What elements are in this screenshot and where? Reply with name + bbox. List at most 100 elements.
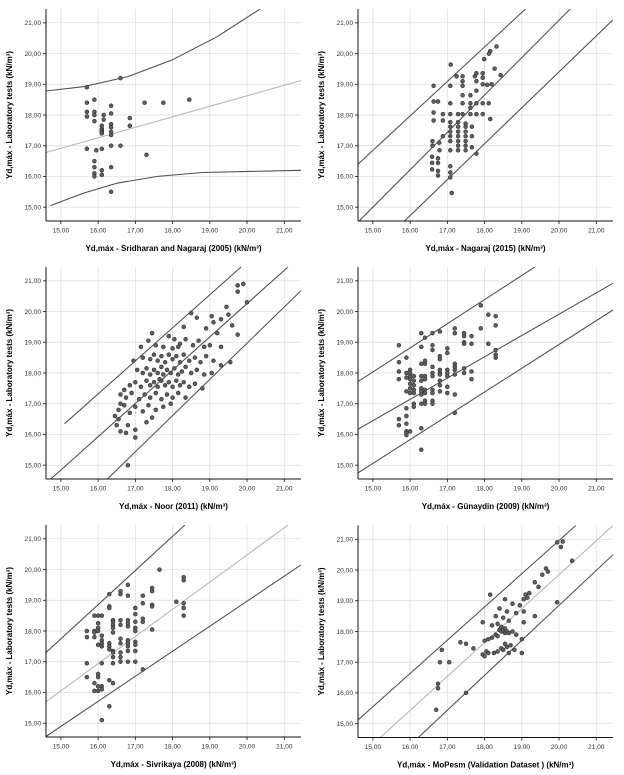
x-tick-label: 17,00 xyxy=(127,486,144,493)
data-point xyxy=(121,403,127,408)
x-tick-label: 16,00 xyxy=(402,228,419,235)
data-point xyxy=(99,687,105,692)
x-axis-label: Yd,máx - MoPesm (Validation Dataset ) (k… xyxy=(397,761,574,770)
y-tick-label: 20,00 xyxy=(24,51,41,58)
data-point xyxy=(407,429,413,434)
y-tick-label: 18,00 xyxy=(24,112,41,119)
y-tick-label: 18,00 xyxy=(24,628,41,635)
x-tick-label: 17,00 xyxy=(439,744,456,751)
x-tick-label: 20,00 xyxy=(239,228,256,235)
data-point xyxy=(110,625,116,631)
data-point xyxy=(489,623,495,628)
data-point xyxy=(99,661,105,666)
data-point xyxy=(118,143,123,148)
x-tick-label: 16,00 xyxy=(90,486,107,493)
axes: 15,00 16,00 17,00 18,00 19,00 20,00 21,00 15,00… xyxy=(336,267,613,493)
scatter-plot-noor: 15,00 16,00 17,00 18,00 19,00 20,00 21,00 15,00… xyxy=(0,258,312,516)
x-tick-label: 21,00 xyxy=(588,228,605,235)
data-point xyxy=(174,353,179,359)
data-point xyxy=(151,352,157,357)
data-point xyxy=(149,627,155,632)
data-point xyxy=(508,643,513,648)
x-tick-label: 19,00 xyxy=(202,228,219,235)
data-point xyxy=(431,99,436,104)
data-point xyxy=(455,148,461,153)
y-tick-label: 17,00 xyxy=(336,660,353,667)
data-point xyxy=(136,396,142,402)
data-point xyxy=(455,143,461,148)
data-point xyxy=(92,158,97,164)
data-point xyxy=(404,370,409,376)
data-point xyxy=(449,190,455,196)
data-point xyxy=(469,369,474,374)
data-point xyxy=(469,133,475,139)
data-point xyxy=(463,138,468,144)
data-point xyxy=(99,172,105,178)
data-point xyxy=(460,101,465,106)
gridlines xyxy=(358,267,613,479)
data-point xyxy=(463,143,468,148)
data-point xyxy=(218,316,224,322)
data-point xyxy=(235,289,240,294)
data-point xyxy=(174,378,179,383)
x-tick-label: 20,00 xyxy=(551,228,568,235)
data-point xyxy=(108,189,114,195)
data-point xyxy=(112,413,118,419)
data-point xyxy=(183,395,188,400)
data-points xyxy=(112,281,250,468)
data-point xyxy=(404,432,409,438)
data-point xyxy=(133,379,138,385)
lower-band-line xyxy=(107,290,301,479)
data-point xyxy=(419,344,424,350)
data-point xyxy=(493,323,498,328)
data-point xyxy=(203,326,209,331)
data-point xyxy=(211,358,216,363)
lower-band-line xyxy=(404,19,613,221)
x-tick-label: 16,00 xyxy=(90,228,107,235)
data-point xyxy=(474,88,479,93)
data-point xyxy=(422,376,428,382)
data-point xyxy=(153,390,159,396)
data-point xyxy=(495,649,500,654)
y-tick-label: 15,00 xyxy=(336,462,353,469)
data-point xyxy=(554,540,560,545)
data-point xyxy=(430,143,435,148)
upper-band-line xyxy=(358,9,526,165)
y-tick-label: 21,00 xyxy=(336,20,353,27)
data-point xyxy=(445,373,450,379)
data-point xyxy=(510,601,515,607)
data-point xyxy=(440,118,446,123)
y-tick-label: 21,00 xyxy=(24,536,41,543)
data-point xyxy=(480,101,485,106)
data-point xyxy=(419,361,424,367)
data-point xyxy=(504,644,510,650)
data-point xyxy=(203,353,209,359)
x-tick-label: 21,00 xyxy=(276,228,293,235)
data-point xyxy=(448,129,453,134)
data-point xyxy=(430,330,435,336)
data-point xyxy=(452,392,458,397)
data-point xyxy=(448,83,453,89)
data-point xyxy=(183,364,188,370)
lower-band-line xyxy=(50,169,301,207)
data-point xyxy=(162,383,168,388)
x-tick-label: 19,00 xyxy=(202,744,219,751)
data-point xyxy=(445,346,450,351)
data-point xyxy=(133,628,138,634)
data-point xyxy=(183,336,188,342)
y-tick-label: 19,00 xyxy=(336,340,353,347)
data-point xyxy=(521,609,526,614)
data-point xyxy=(147,395,153,400)
data-point xyxy=(448,62,453,67)
data-point xyxy=(84,628,90,634)
data-point xyxy=(84,114,90,119)
data-point xyxy=(149,330,155,336)
data-point xyxy=(108,111,114,116)
x-tick-label: 15,00 xyxy=(365,228,382,235)
data-point xyxy=(110,680,116,686)
data-point xyxy=(151,379,157,385)
data-point xyxy=(159,364,164,370)
data-point xyxy=(448,101,453,106)
